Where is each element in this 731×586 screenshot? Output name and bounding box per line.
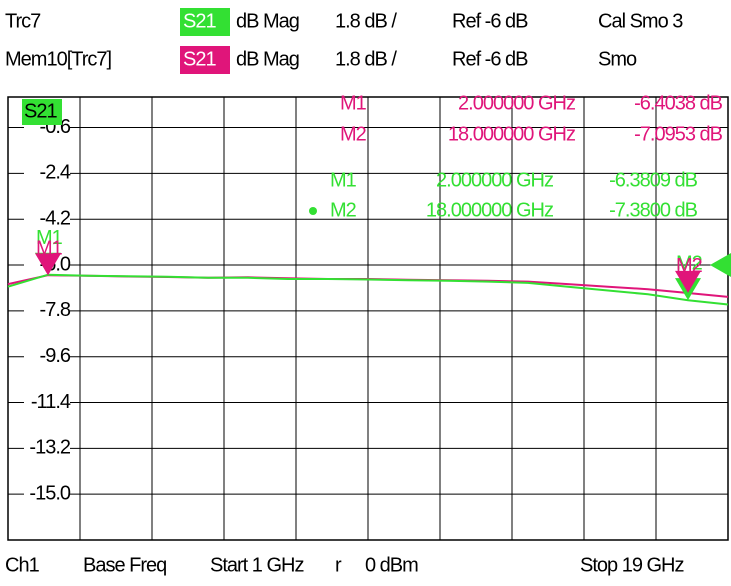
label-bg — [24, 437, 70, 460]
marker-name: M2 — [340, 123, 367, 145]
y-tick-label: -4.2 — [40, 207, 71, 229]
marker-value: -6.4038 dB — [634, 92, 723, 114]
trace-name: Mem10[Trc7] — [5, 48, 112, 70]
y-tick-label: -11.4 — [31, 391, 71, 413]
label-bg — [24, 391, 70, 414]
y-tick-label: -7.8 — [40, 299, 71, 321]
marker-value: -6.3809 dB — [609, 169, 698, 191]
extra: Cal Smo 3 — [598, 10, 683, 32]
y-tick-label: -2.4 — [40, 162, 71, 184]
marker-label: M2 — [676, 252, 703, 274]
y-tick-label: -13.2 — [29, 437, 70, 459]
reference: Ref -6 dB — [452, 48, 528, 70]
marker-freq: 2.000000 GHz — [436, 169, 553, 191]
marker-name: M1 — [340, 92, 367, 114]
y-tick-label: -9.6 — [40, 345, 71, 367]
y-tick-label: -15.0 — [29, 482, 70, 504]
param-badge — [180, 8, 230, 36]
marker-name: M1 — [330, 169, 357, 191]
marker-label: M2 — [676, 255, 703, 277]
param-badge — [180, 46, 230, 74]
label-bg — [24, 208, 70, 231]
trace-name: Trc7 — [5, 10, 41, 32]
extra: Smo — [598, 48, 637, 70]
marker-freq: 18.000000 GHz — [448, 123, 575, 145]
footer-item: Stop 19 GHz — [580, 554, 684, 576]
marker-label: M1 — [36, 238, 63, 260]
param: S21 — [183, 48, 216, 70]
label-bg — [24, 299, 70, 322]
param: S21 — [183, 10, 216, 32]
label-bg — [24, 483, 70, 506]
param-badge — [22, 99, 62, 125]
format: dB Mag — [236, 10, 299, 32]
footer-item: 0 dBm — [365, 554, 418, 576]
marker-freq: 18.000000 GHz — [426, 199, 553, 221]
marker-triangle — [35, 253, 61, 276]
label-bg — [24, 345, 70, 368]
active-dot — [309, 207, 317, 215]
footer-item: Start 1 GHz — [210, 554, 303, 576]
marker-label: M1 — [36, 227, 63, 249]
marker-value: -7.0953 dB — [634, 123, 723, 145]
footer-item: r — [335, 554, 342, 576]
format: dB Mag — [236, 48, 299, 70]
marker-name: M2 — [330, 199, 357, 221]
ref-arrow — [710, 253, 731, 278]
marker-triangle — [675, 270, 701, 293]
label-bg — [24, 162, 70, 185]
plot-param: S21 — [24, 100, 57, 122]
trace — [7, 273, 729, 306]
marker-freq: 2.000000 GHz — [458, 92, 575, 114]
marker-value: -7.3800 dB — [609, 199, 698, 221]
footer-item: Base Freq — [83, 554, 166, 576]
footer-item: Ch1 — [5, 554, 40, 576]
reference: Ref -6 dB — [452, 10, 528, 32]
scale: 1.8 dB / — [335, 48, 397, 70]
scale: 1.8 dB / — [335, 10, 397, 32]
